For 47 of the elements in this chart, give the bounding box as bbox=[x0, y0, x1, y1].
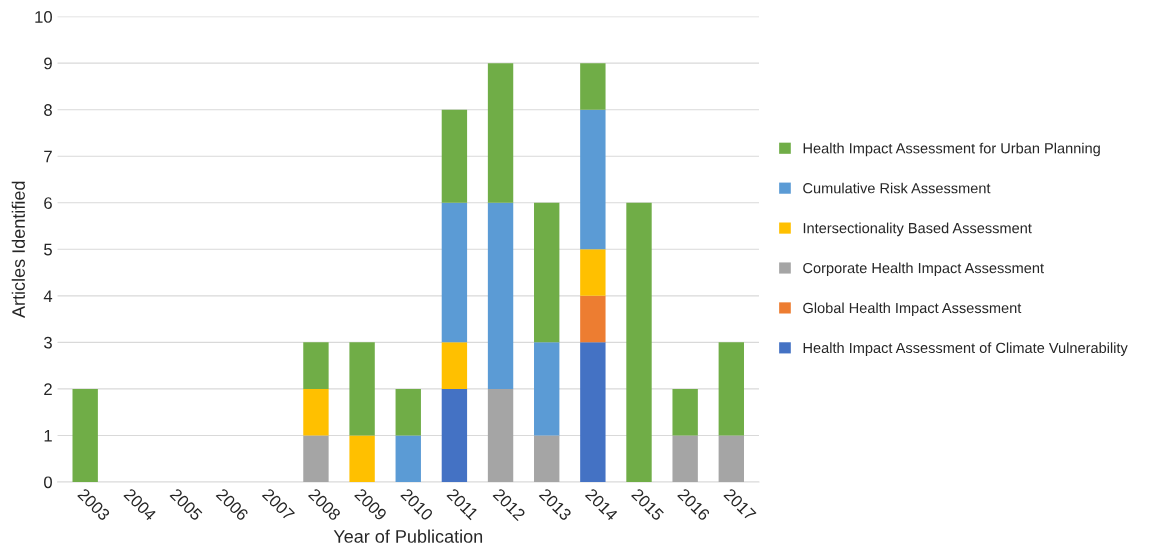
x-axis-title: Year of Publication bbox=[333, 529, 483, 543]
y-tick-label: 9 bbox=[44, 57, 52, 70]
y-tick-label: 4 bbox=[43, 290, 53, 302]
bar bbox=[580, 342, 606, 482]
y-tick-label: 0 bbox=[44, 476, 52, 489]
y-tick-label: 7 bbox=[44, 150, 52, 163]
legend-label: Cumulative Risk Assessment bbox=[803, 182, 991, 194]
bar bbox=[303, 435, 329, 482]
legend-label: Global Health Impact Assessment bbox=[803, 302, 1022, 317]
bar bbox=[580, 109, 606, 250]
y-tick-label: 2 bbox=[44, 383, 52, 395]
bar bbox=[303, 342, 329, 389]
legend-label: Health Impact Assessment of Climate Vulnerability bbox=[803, 342, 1128, 356]
y-tick-label: 10 bbox=[35, 11, 52, 23]
bar bbox=[626, 202, 652, 482]
bar bbox=[534, 342, 560, 436]
bar bbox=[441, 109, 468, 203]
y-tick-label: 1 bbox=[44, 430, 52, 442]
legend-label: Intersectionality Based Assessment bbox=[803, 222, 1032, 237]
y-tick-label: 8 bbox=[44, 104, 52, 116]
legend-label: Corporate Health Impact Assessment bbox=[803, 262, 1044, 277]
bar bbox=[395, 435, 421, 482]
bar bbox=[580, 249, 606, 296]
bar bbox=[487, 63, 514, 203]
bar bbox=[441, 388, 468, 482]
y-tick-label: 6 bbox=[44, 197, 52, 209]
bar bbox=[441, 342, 468, 389]
bar bbox=[718, 435, 744, 482]
legend-label: Health Impact Assessment for Urban Planning bbox=[803, 142, 1100, 157]
bar bbox=[534, 202, 560, 343]
bar bbox=[580, 63, 606, 110]
bar bbox=[718, 342, 744, 436]
bar bbox=[349, 342, 375, 436]
bar bbox=[487, 388, 514, 482]
bar bbox=[349, 435, 375, 482]
bar bbox=[72, 388, 98, 482]
bar bbox=[672, 388, 698, 436]
y-axis-title: Articles Identified bbox=[11, 181, 25, 318]
bar bbox=[441, 202, 468, 343]
y-tick-label: 5 bbox=[44, 243, 52, 256]
bar bbox=[303, 388, 329, 436]
bar bbox=[487, 202, 514, 389]
y-tick-label: 3 bbox=[44, 336, 52, 349]
bar bbox=[534, 435, 560, 482]
bar bbox=[580, 295, 606, 343]
bar bbox=[672, 435, 698, 482]
bar bbox=[395, 388, 421, 436]
